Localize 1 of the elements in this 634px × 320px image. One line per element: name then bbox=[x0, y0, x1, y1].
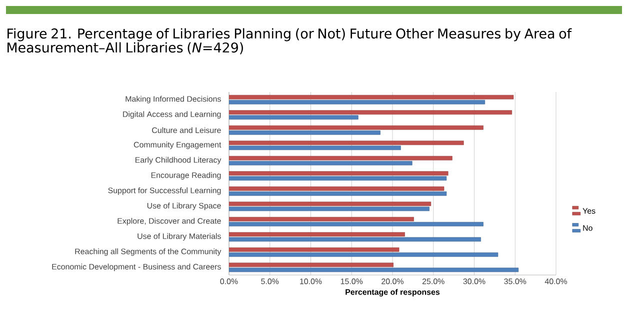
chart-title: Figure 21. Percentage of Libraries Planning (or Not) Future Other Measures by Area of Measurement–All Libraries (N=429) bbox=[8, 28, 572, 54]
